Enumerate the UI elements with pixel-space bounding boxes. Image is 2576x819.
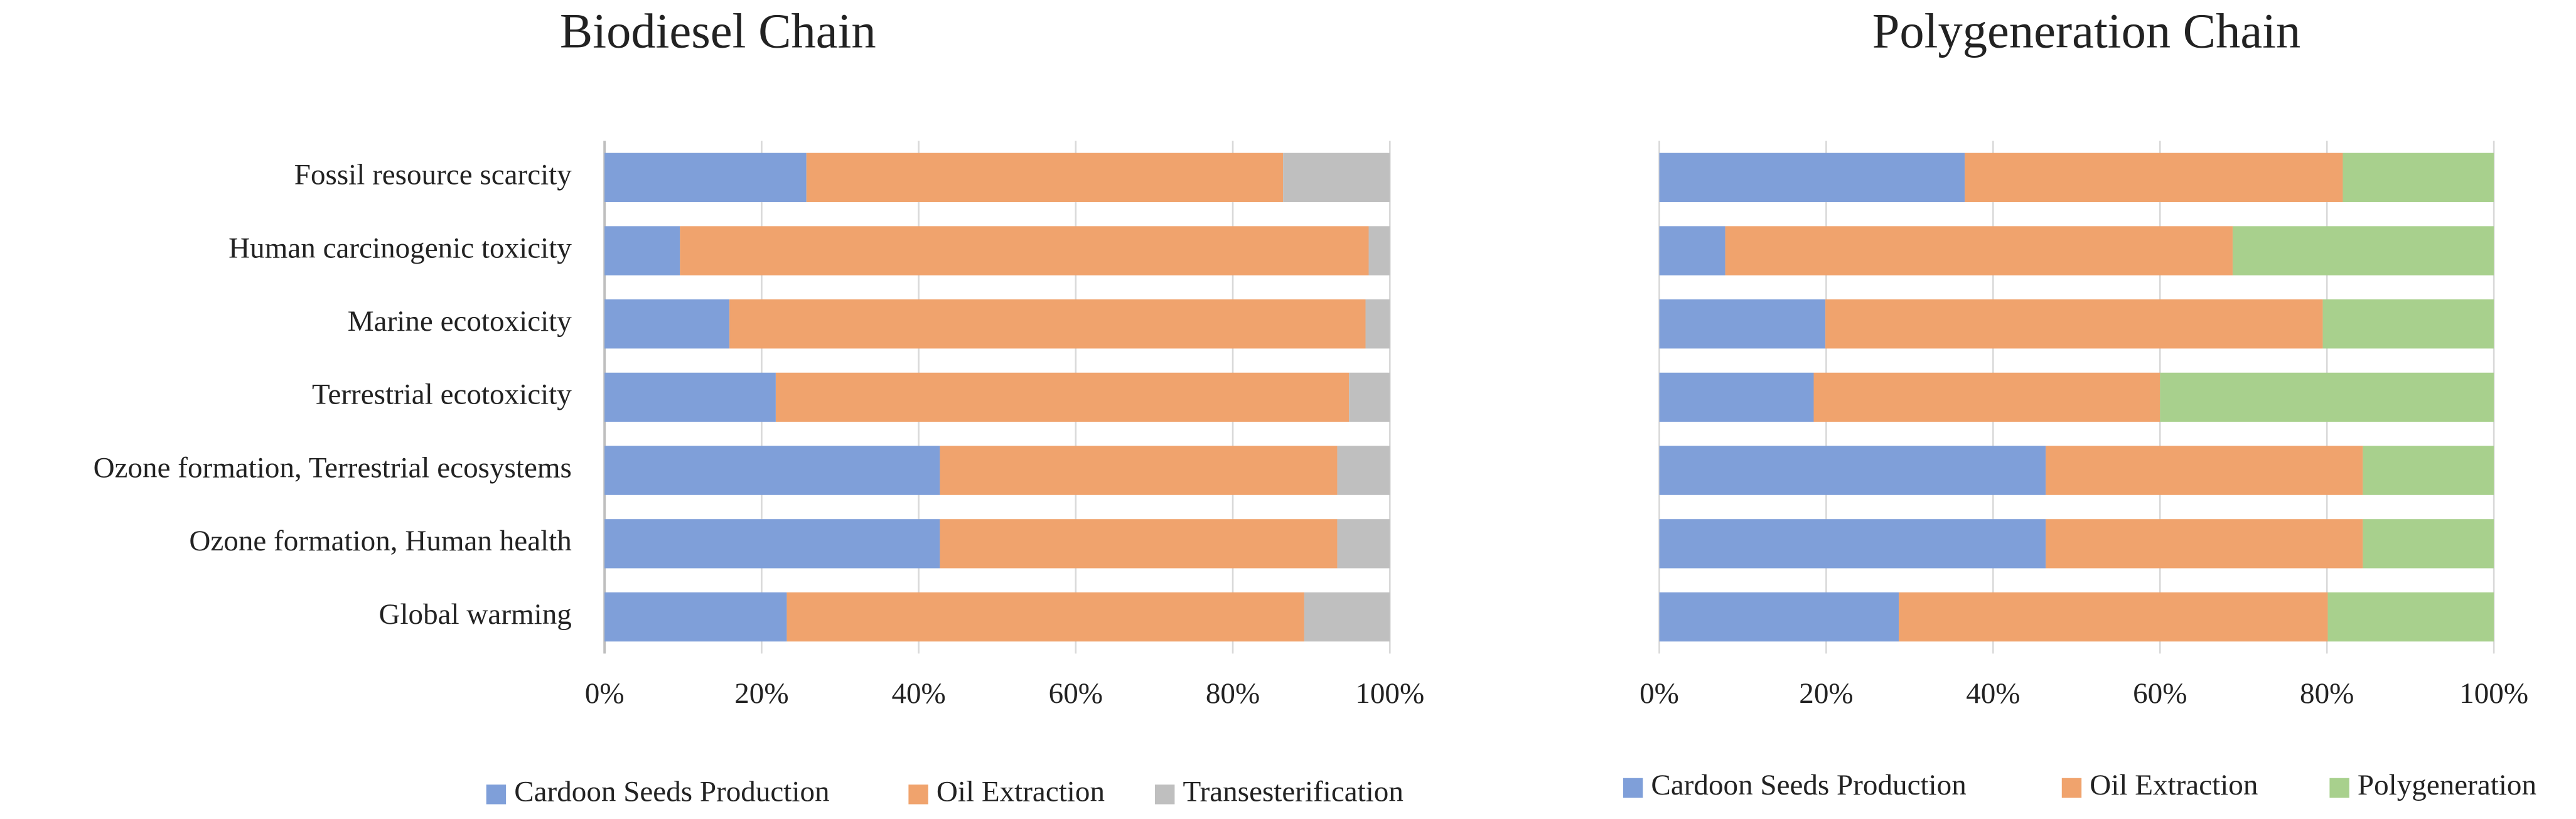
x-tick-label: 20% xyxy=(734,677,788,710)
x-tick-label: 60% xyxy=(1049,677,1103,710)
bar-segment xyxy=(604,153,807,202)
x-tick-label: 100% xyxy=(1355,677,1424,710)
bar-segment xyxy=(2232,226,2494,276)
bar-segment xyxy=(1659,226,1725,276)
bar-segment xyxy=(2046,446,2363,495)
legend-label: Oil Extraction xyxy=(936,776,1105,808)
bar-segment xyxy=(1659,592,1899,642)
legend-swatch xyxy=(1154,784,1175,805)
bar-segment xyxy=(940,519,1338,569)
bar-segment xyxy=(2327,592,2494,642)
bar-segment xyxy=(604,519,940,569)
bar-segment xyxy=(1659,519,2046,569)
bar-segment xyxy=(604,299,730,349)
bar-segment xyxy=(1283,153,1390,202)
bar-segment xyxy=(1337,519,1390,569)
x-tick-label: 60% xyxy=(2133,677,2187,710)
x-tick-label: 80% xyxy=(1206,677,1260,710)
bar-segment xyxy=(1825,299,2323,349)
x-tick-label: 40% xyxy=(891,677,945,710)
bar-segment xyxy=(1899,592,2328,642)
legend-swatch xyxy=(2329,778,2349,798)
bar-segment xyxy=(940,446,1338,495)
chart-title: Polygeneration Chain xyxy=(1872,3,2301,58)
y-tick-label: Marine ecotoxicity xyxy=(348,305,572,338)
legend-swatch xyxy=(1623,778,1643,798)
y-tick-label: Terrestrial ecotoxicity xyxy=(312,378,572,411)
bar-segment xyxy=(1349,372,1390,422)
y-tick-label: Fossil resource scarcity xyxy=(294,159,572,191)
bar-segment xyxy=(1659,446,2046,495)
bar-segment xyxy=(2343,153,2494,202)
x-tick-label: 100% xyxy=(2459,677,2528,710)
bar-segment xyxy=(2046,519,2363,569)
y-tick-label: Human carcinogenic toxicity xyxy=(228,232,572,264)
bar-segment xyxy=(1659,153,1965,202)
bar-segment xyxy=(2160,372,2494,422)
bar-segment xyxy=(604,592,787,642)
bar-segment xyxy=(806,153,1284,202)
bar-segment xyxy=(1304,592,1390,642)
bar-segment xyxy=(680,226,1369,276)
x-tick-label: 20% xyxy=(1799,677,1853,710)
chart-title: Biodiesel Chain xyxy=(560,3,876,58)
bar-segment xyxy=(1813,372,2160,422)
bar-segment xyxy=(729,299,1366,349)
x-tick-label: 0% xyxy=(585,677,625,710)
y-tick-label: Global warming xyxy=(378,598,571,631)
bar-segment xyxy=(1365,299,1390,349)
legend-label: Oil Extraction xyxy=(2090,769,2258,801)
legend-label: Polygeneration xyxy=(2358,769,2536,801)
bar-segment xyxy=(2363,519,2494,569)
bar-segment xyxy=(775,372,1350,422)
legend-label: Transesterification xyxy=(1183,776,1403,808)
bar-segment xyxy=(1659,299,1826,349)
bar-segment xyxy=(1368,226,1390,276)
bar-segment xyxy=(604,372,776,422)
bar-segment xyxy=(1659,372,1814,422)
bar-segment xyxy=(604,446,940,495)
y-tick-label: Ozone formation, Human health xyxy=(189,525,571,557)
legend-label: Cardoon Seeds Production xyxy=(1651,769,1966,801)
bar-segment xyxy=(1725,226,2233,276)
x-tick-label: 40% xyxy=(1966,677,2020,710)
y-tick-label: Ozone formation, Terrestrial ecosystems xyxy=(94,451,572,484)
bar-segment xyxy=(2363,446,2494,495)
legend-swatch xyxy=(908,784,928,805)
bar-segment xyxy=(786,592,1304,642)
bar-segment xyxy=(2322,299,2494,349)
bar-segment xyxy=(1337,446,1390,495)
legend-swatch xyxy=(486,784,507,805)
x-tick-label: 80% xyxy=(2300,677,2354,710)
x-tick-label: 0% xyxy=(1640,677,1679,710)
legend-label: Cardoon Seeds Production xyxy=(514,776,829,808)
bar-segment xyxy=(604,226,680,276)
bar-segment xyxy=(1965,153,2343,202)
legend-swatch xyxy=(2061,778,2082,798)
